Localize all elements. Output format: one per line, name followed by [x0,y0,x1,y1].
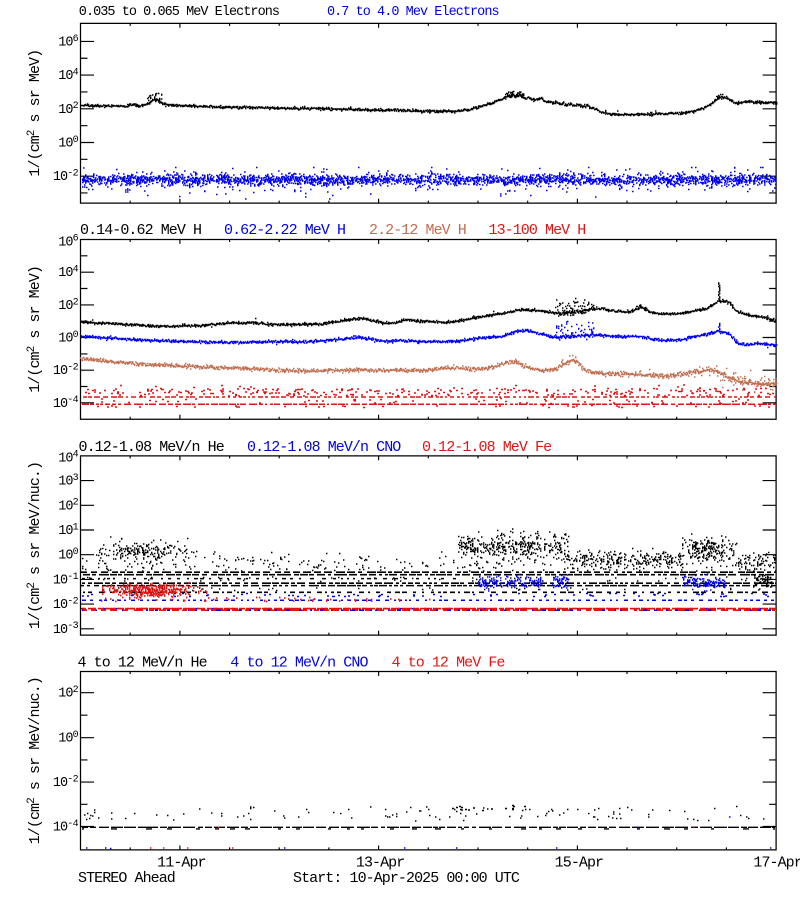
svg-text:0.62-2.22 MeV H: 0.62-2.22 MeV H [224,222,345,239]
svg-text:0.12-1.08 MeV/n He: 0.12-1.08 MeV/n He [79,439,225,456]
svg-text:4 to 12 MeV Fe: 4 to 12 MeV Fe [392,655,506,672]
svg-text:0.12-1.08 MeV/n CNO: 0.12-1.08 MeV/n CNO [247,439,401,456]
svg-text:0.12-1.08 MeV Fe: 0.12-1.08 MeV Fe [422,439,552,456]
svg-text:1/(cm2 s sr MeV): 1/(cm2 s sr MeV) [26,266,44,393]
svg-text:STEREO Ahead: STEREO Ahead [78,870,175,887]
svg-text:1/(cm2 s sr MeV/nuc.): 1/(cm2 s sr MeV/nuc.) [26,462,44,629]
svg-text:4 to 12 MeV/n He: 4 to 12 MeV/n He [78,655,208,672]
svg-text:0.7 to 4.0 Mev Electrons: 0.7 to 4.0 Mev Electrons [327,5,499,20]
svg-text:15-Apr: 15-Apr [555,855,603,872]
svg-text:Start: 10-Apr-2025 00:00 UTC: Start: 10-Apr-2025 00:00 UTC [293,870,520,887]
svg-text:4 to 12 MeV/n CNO: 4 to 12 MeV/n CNO [230,655,368,672]
svg-text:0.14-0.62 MeV H: 0.14-0.62 MeV H [80,222,201,239]
svg-text:1/(cm2 s sr MeV/nuc.): 1/(cm2 s sr MeV/nuc.) [26,677,44,844]
svg-text:0.035 to 0.065 MeV Electrons: 0.035 to 0.065 MeV Electrons [79,5,279,20]
svg-text:13-Apr: 13-Apr [356,855,404,872]
svg-text:2.2-12 MeV H: 2.2-12 MeV H [369,222,466,239]
svg-text:17-Apr: 17-Apr [753,855,800,872]
svg-text:13-100 MeV H: 13-100 MeV H [489,222,586,239]
svg-text:11-Apr: 11-Apr [157,855,205,872]
svg-text:1/(cm2 s sr MeV): 1/(cm2 s sr MeV) [26,50,44,177]
